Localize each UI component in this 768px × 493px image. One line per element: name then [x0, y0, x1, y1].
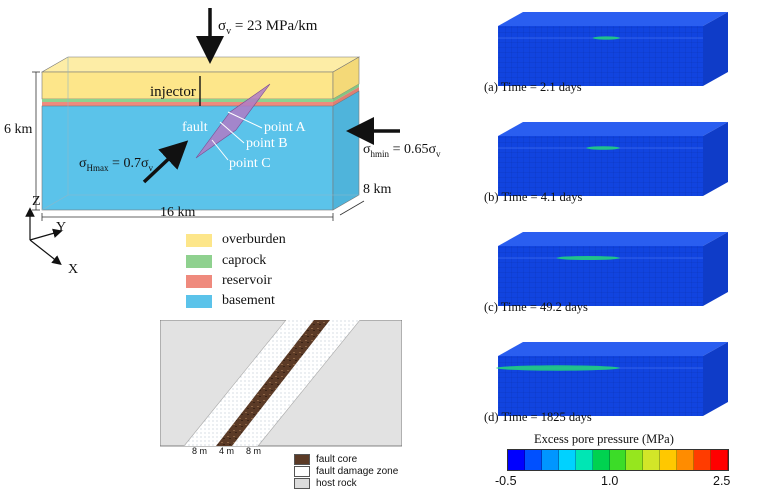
fault-zone-dim-left: 8 m	[192, 446, 208, 456]
host-rock-swatch	[294, 478, 310, 489]
colorbar-segment	[558, 450, 576, 470]
caprock-layer	[42, 99, 333, 102]
sigma-hmin-label: σhmin = 0.65σv	[363, 142, 441, 159]
legend-swatch	[186, 294, 212, 308]
legend-item-reservoir: reservoir	[186, 273, 272, 289]
model-diagram	[25, 8, 400, 265]
point-c-label: point C	[229, 156, 271, 171]
length-dimension: 16 km	[160, 205, 196, 220]
legend-swatch	[186, 233, 212, 247]
injector-label: injector	[150, 84, 196, 100]
point-a-label: point A	[264, 120, 306, 135]
fault-zone-dim-right: 8 m	[246, 446, 262, 456]
width-dimension: 8 km	[363, 182, 392, 197]
fault-core-swatch	[294, 454, 310, 465]
point-b-label: point B	[246, 136, 288, 151]
legend-item-basement: basement	[186, 293, 275, 309]
colorbar-segment	[592, 450, 610, 470]
fault-legend-core: fault core	[294, 454, 357, 465]
snapshot-model	[496, 342, 728, 416]
sigma-hmax-label: σHmax = 0.7σv	[79, 156, 153, 173]
legend-swatch	[186, 274, 212, 288]
colorbar-tick-mid: 1.0	[601, 474, 619, 488]
snapshot-caption: (c) Time = 49.2 days	[484, 300, 588, 314]
pressure-plume	[592, 36, 620, 40]
sigma-hmax-arrow	[142, 140, 189, 184]
pressure-plume	[496, 365, 620, 371]
colorbar-segment	[694, 450, 712, 470]
reservoir-layer	[42, 102, 333, 106]
colorbar-segment	[541, 450, 559, 470]
fault-label: fault	[182, 120, 208, 135]
colorbar-segment	[643, 450, 661, 470]
snapshot-model	[498, 12, 728, 86]
colorbar-tick-max: 2.5	[713, 474, 731, 488]
axis-z-label: Z	[32, 194, 41, 209]
basement-side	[332, 90, 360, 211]
snapshot-caption: (d) Time = 1825 days	[484, 410, 592, 424]
colorbar-segment	[508, 450, 525, 470]
fault-damage-swatch	[294, 466, 310, 477]
colorbar	[507, 449, 729, 471]
fault-plane	[195, 83, 271, 159]
overburden-layer	[41, 71, 334, 100]
snapshot-caption: (a) Time = 2.1 days	[484, 80, 582, 94]
pressure-plume	[556, 255, 620, 261]
fault-legend-damage: fault damage zone	[294, 466, 398, 477]
colorbar-segment	[626, 450, 644, 470]
colorbar-tick-min: -0.5	[495, 474, 517, 488]
fault-core	[216, 320, 330, 446]
overburden-top-face	[40, 56, 361, 73]
snapshot-caption: (b) Time = 4.1 days	[484, 190, 583, 204]
snapshot-model	[498, 232, 728, 306]
fault-zone-diagram	[160, 320, 402, 447]
snapshot-model	[498, 122, 728, 196]
depth-dimension: 6 km	[4, 122, 33, 137]
legend-item-caprock: caprock	[186, 253, 266, 269]
axis-y-label: Y	[56, 220, 67, 235]
legend-swatch	[186, 254, 212, 268]
colorbar-segment	[575, 450, 593, 470]
caprock-side	[333, 84, 359, 102]
fault-legend-host: host rock	[294, 478, 357, 489]
colorbar-title: Excess pore pressure (MPa)	[534, 432, 674, 446]
pressure-plume	[586, 146, 620, 150]
colorbar-segment	[711, 450, 728, 470]
colorbar-segment	[677, 450, 695, 470]
legend-item-overburden: overburden	[186, 232, 286, 248]
fault-zone-dim-mid: 4 m	[219, 446, 235, 456]
colorbar-segment	[524, 450, 542, 470]
sigma-v-label: σv = 23 MPa/km	[218, 18, 318, 37]
axis-x-label: X	[68, 262, 79, 277]
colorbar-segment	[609, 450, 627, 470]
colorbar-segment	[660, 450, 678, 470]
reservoir-side	[333, 87, 359, 106]
